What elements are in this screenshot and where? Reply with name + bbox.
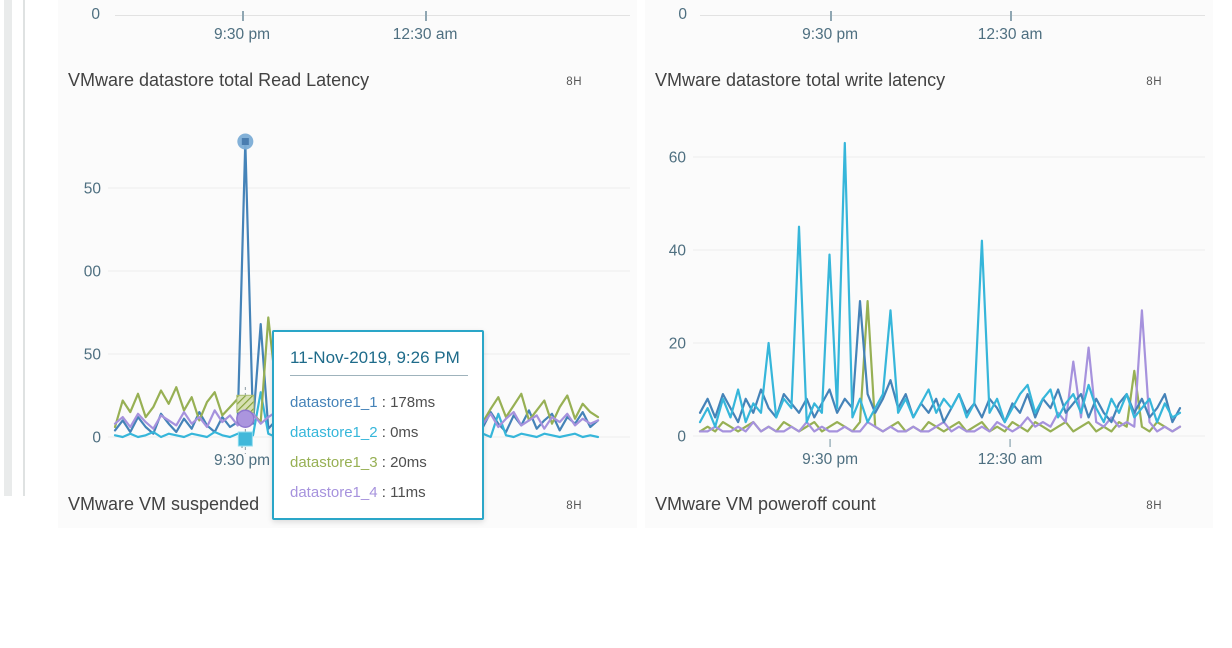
tooltip-separator: : [377, 454, 391, 471]
tooltip-separator: : [377, 394, 391, 411]
tooltip-separator: : [377, 424, 391, 441]
write-latency-chart[interactable]: 0 20 40 60 9:30 pm 12:30 am [645, 52, 1213, 487]
hover-marker-datastore1_4 [236, 409, 255, 428]
y-axis-tick-label: 60 [669, 150, 687, 167]
chart-title: VMware datastore total Read Latency [68, 70, 370, 90]
tooltip-series-value: 178ms [390, 394, 436, 411]
time-range-badge: 8H [566, 76, 582, 88]
tooltip-row: datastore1_1 : 178ms [290, 392, 466, 413]
x-axis-tick [425, 11, 428, 21]
y-axis-label: 0 [678, 6, 687, 23]
series-line-datastore1_3 [698, 300, 1182, 433]
x-axis-tick [830, 11, 833, 21]
time-range-badge: 8H [1146, 76, 1162, 88]
time-range-badge: 8H [566, 500, 582, 512]
y-axis-tick-label: 0 [677, 429, 686, 446]
chart-title: VMware datastore total write latency [655, 70, 946, 90]
time-range-badge: 8H [1146, 500, 1162, 512]
x-axis-tick-label: 9:30 pm [802, 451, 858, 468]
x-axis-tick-label: 9:30 pm [214, 26, 271, 43]
x-axis-line [700, 15, 1205, 16]
x-axis-tick [1010, 11, 1013, 21]
y-axis-tick-label: 40 [669, 243, 687, 260]
y-axis-label: 0 [91, 6, 100, 23]
tooltip-row: datastore1_2 : 0ms [290, 422, 466, 443]
tooltip-series-label: datastore1_3 [290, 454, 378, 471]
tooltip-rows: datastore1_1 : 178ms datastore1_2 : 0ms da… [290, 392, 466, 503]
tooltip-row: datastore1_3 : 20ms [290, 452, 466, 473]
y-axis-tick-label: 50 [84, 347, 102, 364]
chart-title: VMware VM suspended [68, 494, 260, 514]
x-axis-tick-label: 12:30 am [978, 451, 1043, 468]
chart-tooltip: 11-Nov-2019, 9:26 PM datastore1_1 : 178m… [272, 330, 484, 520]
tooltip-timestamp: 11-Nov-2019, 9:26 PM [290, 348, 468, 376]
tooltip-row: datastore1_4 : 11ms [290, 482, 466, 503]
x-axis-line [115, 15, 630, 16]
left-rail [4, 0, 12, 496]
chart-card-partial-left: 0 9:30 pm 12:30 am [58, 0, 637, 53]
tooltip-series-label: datastore1_4 [290, 484, 378, 501]
y-axis-tick-label: 00 [84, 264, 102, 281]
tooltip-separator: : [377, 484, 391, 501]
tooltip-series-value: 20ms [390, 454, 427, 471]
chart-card-partial-right: 0 9:30 pm 12:30 am [645, 0, 1213, 53]
hover-marker-datastore1_2 [237, 431, 253, 447]
hover-marker-datastore1_1-core [241, 138, 249, 146]
x-axis-tick-label: 12:30 am [977, 26, 1043, 43]
x-axis-tick [242, 11, 245, 21]
x-axis-tick-label: 9:30 pm [802, 26, 859, 43]
write-latency-card: VMware datastore total write latency 8H … [645, 52, 1213, 488]
vm-poweroff-card: VMware VM poweroff count 8H [645, 487, 1213, 528]
series-line-datastore1_4 [698, 309, 1182, 433]
series-line-datastore1_2 [698, 141, 1182, 428]
y-axis-tick-label: 20 [669, 336, 687, 353]
x-axis-tick-label: 12:30 am [392, 26, 458, 43]
tooltip-series-label: datastore1_1 [290, 394, 378, 411]
tooltip-series-value: 11ms [390, 484, 426, 501]
tooltip-series-label: datastore1_2 [290, 424, 378, 441]
y-axis-tick-label: 0 [92, 430, 101, 447]
sidebar-divider [23, 0, 25, 496]
chart-title: VMware VM poweroff count [655, 494, 876, 514]
y-axis-tick-label: 50 [84, 181, 102, 198]
x-axis-tick-label: 9:30 pm [214, 452, 270, 469]
tooltip-series-value: 0ms [390, 424, 419, 441]
